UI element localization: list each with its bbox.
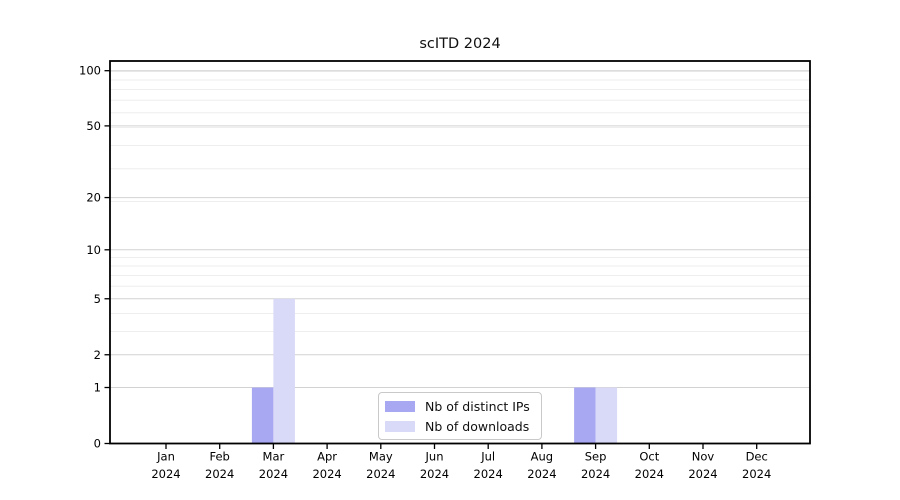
x-tick-label: Feb 2024 <box>205 450 234 482</box>
bar-downloads <box>595 387 618 444</box>
y-tick-label: 10 <box>86 243 101 257</box>
legend-swatch-downloads-icon <box>385 420 415 432</box>
y-tick-label: 1 <box>94 381 101 395</box>
y-tick-label: 20 <box>86 191 101 205</box>
x-tick-label: Mar 2024 <box>259 450 288 482</box>
x-tick-label: May 2024 <box>366 450 395 482</box>
y-tick-label: 50 <box>86 119 101 133</box>
bar-downloads <box>273 298 295 444</box>
legend-label-distinct-ips: Nb of distinct IPs <box>425 398 530 414</box>
x-tick-label: Jan 2024 <box>151 450 180 482</box>
legend-item-downloads: Nb of downloads <box>385 418 533 434</box>
y-tick-label: 2 <box>94 348 101 362</box>
legend: Nb of distinct IPs Nb of downloads <box>378 392 542 440</box>
x-tick-label: Sep 2024 <box>581 450 610 482</box>
x-tick-label: Apr 2024 <box>312 450 341 482</box>
x-tick-label: Oct 2024 <box>635 450 664 482</box>
legend-label-downloads: Nb of downloads <box>425 418 530 434</box>
y-tick-label: 100 <box>79 64 101 78</box>
y-tick-label: 5 <box>94 292 101 306</box>
chart-title: scITD 2024 <box>419 36 501 52</box>
x-tick-label: Nov 2024 <box>688 450 717 482</box>
x-tick-label: Jul 2024 <box>474 450 503 482</box>
x-tick-label: Aug 2024 <box>527 450 556 482</box>
bar-distinct-ips <box>574 387 596 444</box>
x-tick-label: Jun 2024 <box>420 450 449 482</box>
legend-item-distinct-ips: Nb of distinct IPs <box>385 398 533 414</box>
legend-swatch-distinct-ips-icon <box>385 400 415 412</box>
axes-frame <box>109 60 811 445</box>
x-tick-label: Dec 2024 <box>742 450 771 482</box>
bar-distinct-ips <box>251 387 274 444</box>
y-tick-label: 0 <box>94 437 101 451</box>
